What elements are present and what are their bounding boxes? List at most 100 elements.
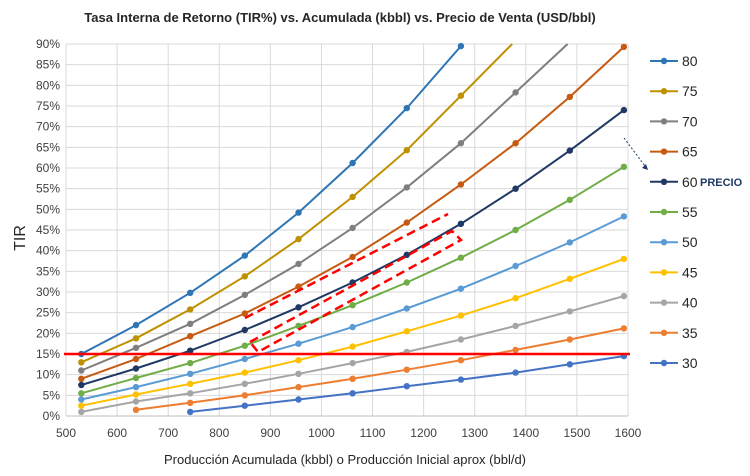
legend-label: 40 [682,295,698,311]
legend-swatch-marker [660,178,668,185]
data-point [78,408,85,416]
data-point [241,342,248,349]
y-axis-title: TIR [12,225,29,251]
legend-item-30: 30 [650,355,698,371]
series-line-35 [135,327,625,411]
legend-item-40: 40 [650,295,698,311]
data-point [620,325,628,332]
data-point [132,391,140,398]
data-point [349,343,356,350]
dashed-highlight-box [244,212,464,354]
x-axis-ticks: 500 600 700 800 900 1000 1100 1200 1300 1400 1500 1… [56,426,642,440]
y-tick-label: 15% [36,347,60,361]
y-tick-label: 45% [36,223,60,237]
series-50 [78,213,628,403]
data-point [132,335,140,342]
legend-swatch-marker [660,269,668,276]
data-point [132,344,140,351]
data-point [512,140,519,147]
data-point [241,252,248,259]
y-tick-label: 60% [36,161,60,175]
y-tick-label: 80% [36,78,60,92]
y-tick-label: 25% [36,306,60,320]
x-tick-label: 1600 [615,426,642,440]
legend-label: 55 [682,204,698,220]
legend-item-65: 65 [650,144,698,160]
series-55 [78,163,628,397]
data-point [512,346,519,354]
data-point [349,159,356,167]
series-45 [78,255,628,409]
legend-swatch-marker [660,359,668,367]
data-point [512,295,519,302]
data-point [187,320,194,327]
data-point [620,43,628,51]
data-point [78,402,85,409]
data-point [295,396,302,403]
data-point [349,323,356,331]
y-tick-label: 0% [43,409,61,423]
data-point [403,147,410,154]
series-70 [78,43,569,374]
x-tick-label: 1500 [564,426,591,440]
annotation-precio: PRECIO [700,177,743,189]
data-point [187,333,194,340]
y-tick-label: 30% [36,285,60,299]
data-point [457,285,465,292]
data-point [78,359,85,366]
data-point [187,390,194,397]
legend-swatch-marker [660,208,668,216]
annotation-arrow [623,137,649,171]
data-point [78,381,85,389]
data-point [295,260,302,268]
series-line-70 [80,43,569,372]
data-point [512,322,519,330]
dashed-highlight-top [244,212,449,320]
data-point [241,310,248,317]
data-point [78,375,85,382]
data-point [187,359,194,367]
x-tick-label: 1100 [360,426,386,440]
data-point [566,147,573,154]
legend-swatch-marker [660,118,668,125]
x-axis-title: Producción Acumulada (kbbl) o Producción… [164,452,526,467]
data-point [457,254,465,261]
data-point [620,213,628,220]
data-point [187,380,194,387]
x-tick-label: 1200 [410,426,437,440]
data-point [512,369,519,376]
data-point [349,302,356,309]
x-tick-label: 500 [56,426,76,440]
series-75 [78,43,513,366]
data-point [620,163,628,170]
x-tick-label: 1400 [512,426,539,440]
data-point [620,106,628,114]
legend-item-50: 50 [650,234,698,250]
y-axis-ticks: 0% 5% 10% 15% 20% 25% 30% 35% 40% 45% 50% 55% 60% 65%… [36,37,60,423]
x-tick-label: 800 [209,426,229,440]
data-point [295,235,302,243]
data-point [403,219,410,226]
data-point [566,93,573,101]
data-point [349,193,356,201]
data-point [403,251,410,258]
legend-item-55: 55 [650,204,698,220]
data-point [349,224,356,232]
y-tick-label: 40% [36,244,60,258]
data-point [403,279,410,286]
legend-swatch-marker [660,329,668,336]
legend-swatch-marker [660,88,668,95]
data-point [132,383,140,391]
data-point [349,390,356,397]
legend-swatch-marker [660,239,668,246]
y-tick-label: 90% [36,37,60,51]
data-point [457,140,465,147]
legend-label: 65 [682,144,698,160]
y-tick-label: 85% [36,58,60,72]
y-tick-label: 55% [36,182,60,196]
data-point [187,347,194,354]
data-point [566,239,573,246]
x-tick-label: 600 [107,426,127,440]
data-point [512,226,519,234]
